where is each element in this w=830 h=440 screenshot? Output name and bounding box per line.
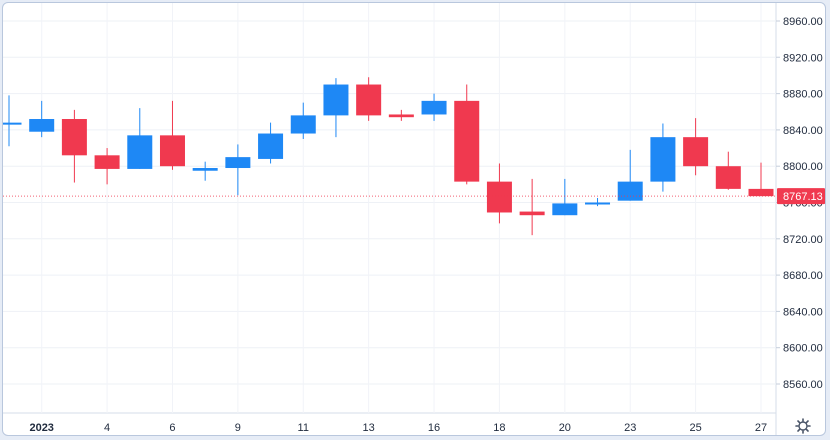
candle-down (356, 77, 382, 121)
candle-body (225, 157, 251, 169)
settings-gear-icon[interactable] (795, 418, 811, 434)
y-tick-label: 8560.00 (783, 379, 823, 391)
candle-body (3, 122, 22, 125)
x-tick-label: 9 (235, 422, 241, 434)
candle-up (552, 178, 578, 216)
candle-body (617, 181, 643, 201)
x-tick-label: 27 (755, 422, 767, 434)
y-tick-label: 8640.00 (783, 306, 823, 318)
y-tick-label: 8600.00 (783, 343, 823, 355)
candle-body (650, 137, 676, 182)
last-price-label: 8767.13 (783, 191, 823, 203)
x-axis: 2023 4 6 9 11 13 16 18 20 23 25 27 (29, 422, 767, 434)
candle-down (715, 151, 741, 190)
candle-up (225, 144, 251, 196)
x-tick-label: 13 (363, 422, 375, 434)
candle-up (258, 122, 284, 164)
candle-down (454, 84, 480, 185)
candle-body (519, 211, 545, 216)
candle-up (192, 161, 218, 181)
candle-down (159, 100, 185, 170)
candle-body (94, 155, 120, 169)
y-tick-label: 8800.00 (783, 161, 823, 173)
candle-down (519, 178, 545, 236)
candle-body (388, 114, 414, 118)
candle-up (421, 93, 447, 121)
y-tick-label: 8920.00 (783, 52, 823, 64)
x-tick-label: 23 (624, 422, 636, 434)
x-tick-label: 11 (298, 422, 309, 434)
x-tick-label: 6 (169, 422, 175, 434)
candle-body (192, 168, 218, 171)
candle-body (127, 135, 153, 169)
candle-up (650, 123, 676, 192)
candle-body (748, 188, 774, 197)
candle-body (61, 119, 87, 156)
y-tick-label: 8720.00 (783, 234, 823, 246)
x-tick-label: 16 (428, 422, 440, 434)
y-tick-label: 8680.00 (783, 270, 823, 282)
candle-up (127, 108, 153, 169)
candle-down (486, 163, 512, 224)
candle-body (585, 202, 611, 205)
candle-body (29, 119, 55, 132)
x-tick-label: 2023 (29, 422, 53, 434)
candle-body (159, 135, 185, 167)
candlestick-chart[interactable]: 8960.008920.008880.008840.008800.008760.… (3, 3, 826, 436)
y-axis: 8960.008920.008880.008840.008800.008760.… (776, 16, 823, 391)
last-price-label-group: 8767.13 (777, 188, 825, 205)
candle-up (3, 95, 22, 147)
candle-up (617, 149, 643, 201)
x-tick-label: 18 (493, 422, 505, 434)
candle-up (323, 78, 349, 138)
candle-body (356, 84, 382, 116)
candles (3, 77, 774, 236)
candle-down (388, 109, 414, 121)
last-price-badge (777, 188, 825, 205)
x-tick-label: 4 (104, 422, 110, 434)
candle-body (715, 166, 741, 189)
y-tick-label: 8960.00 (783, 16, 823, 28)
y-tick-label: 8840.00 (783, 125, 823, 137)
candle-body (323, 84, 349, 116)
candle-up (290, 102, 316, 139)
x-tick-label: 20 (559, 422, 571, 434)
candle-body (552, 203, 578, 216)
candle-down (61, 109, 87, 183)
candle-body (290, 115, 316, 134)
candle-body (258, 133, 284, 159)
candle-up (29, 100, 55, 138)
candle-down (748, 162, 774, 197)
candle-body (421, 100, 447, 115)
grid-lines (3, 3, 777, 435)
candle-body (454, 100, 480, 182)
candle-body (683, 137, 709, 167)
candle-down (94, 148, 120, 185)
x-tick-label: 25 (689, 422, 701, 434)
candle-down (683, 118, 709, 176)
chart-frame: 8960.008920.008880.008840.008800.008760.… (2, 2, 826, 436)
candle-body (486, 181, 512, 213)
y-tick-label: 8880.00 (783, 89, 823, 101)
candle-up (585, 197, 611, 207)
